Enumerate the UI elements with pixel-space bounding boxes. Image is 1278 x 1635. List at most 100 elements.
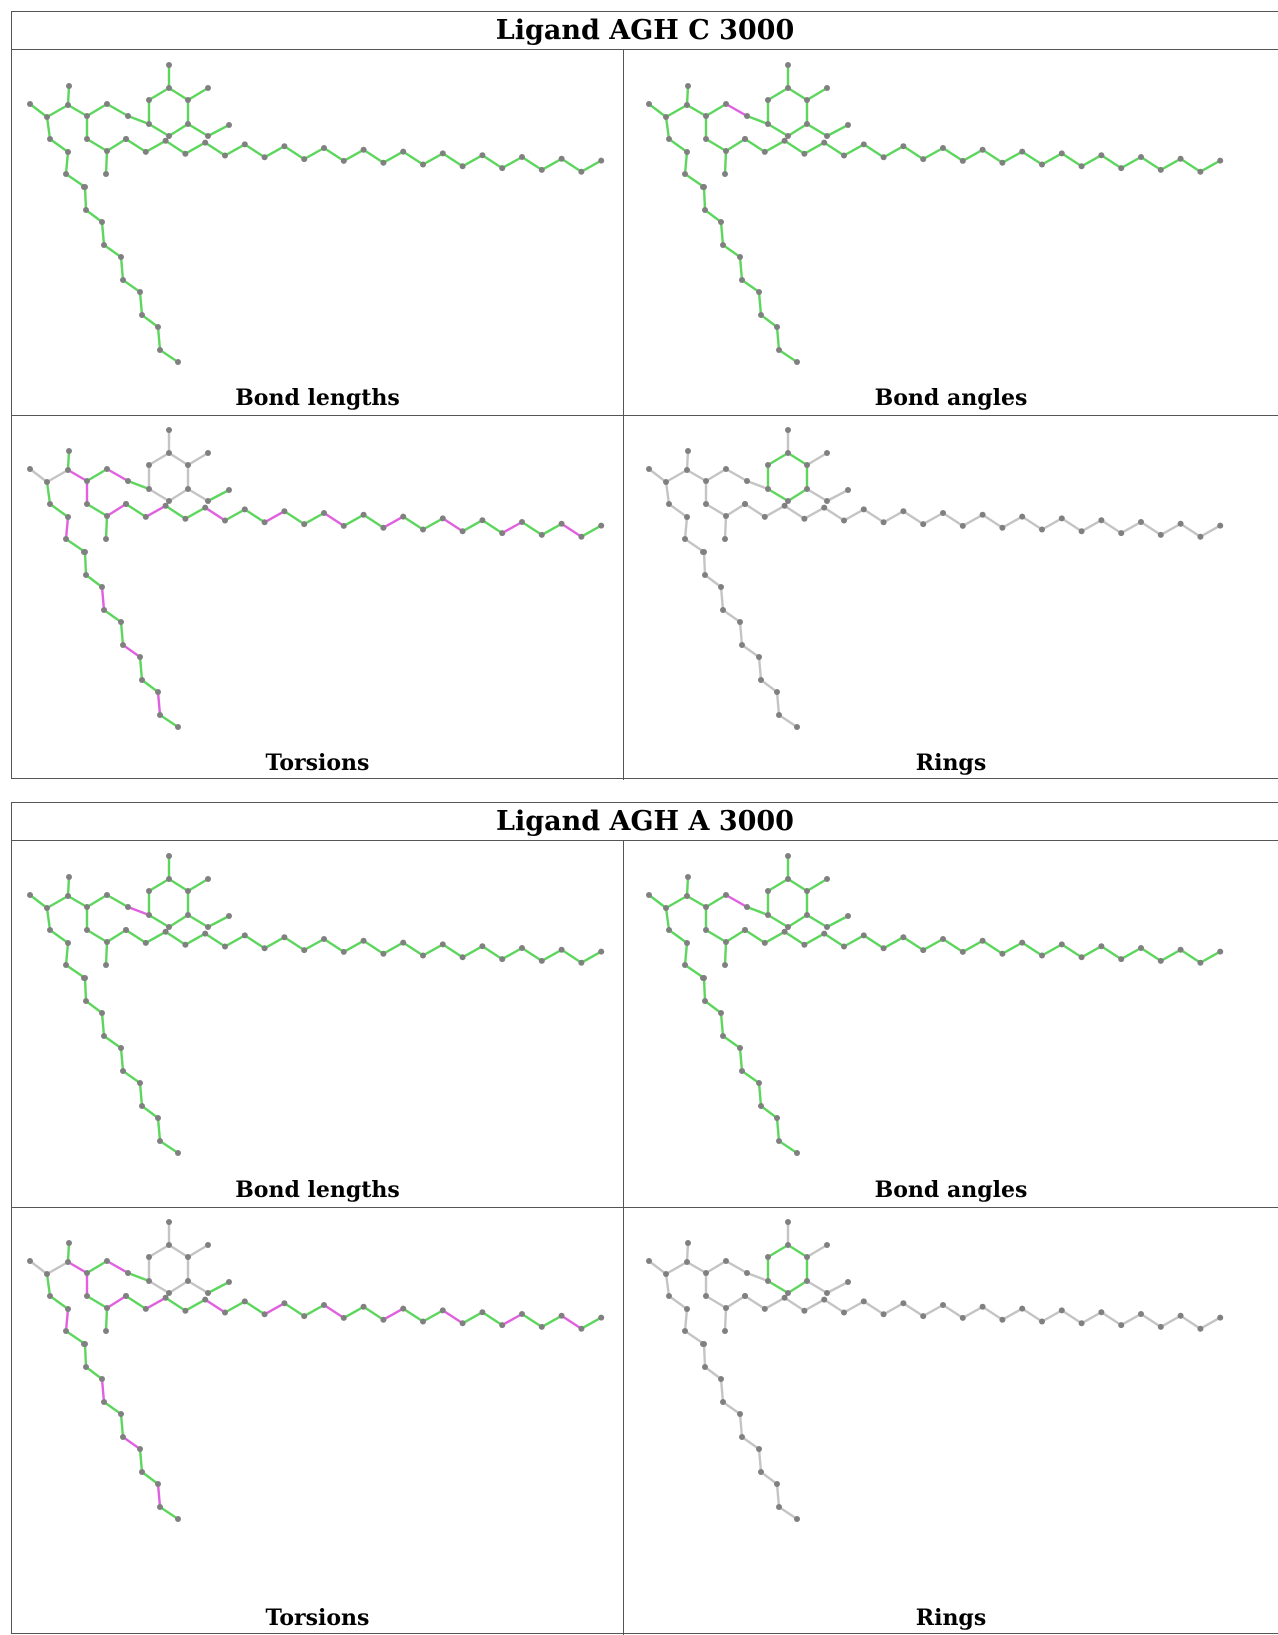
bond [283,1301,306,1318]
atom [646,466,652,472]
bond [140,1470,160,1486]
atom [420,952,426,959]
atom [860,932,867,939]
bond [102,1400,123,1416]
bond [724,467,749,483]
atom [598,1314,605,1321]
atom [703,136,709,142]
atom [959,948,966,955]
atom [723,1258,729,1264]
bond [704,928,728,944]
bond [805,86,829,102]
bond [647,467,668,484]
atom [101,1399,107,1405]
atom [63,1328,69,1334]
bond [759,678,779,694]
atom [146,121,152,127]
atom [685,1240,691,1246]
bond [322,1303,345,1320]
bond [805,487,829,503]
bond [902,1301,925,1318]
atom [702,998,708,1004]
bond [402,515,425,531]
bond [156,1116,162,1143]
atom [718,584,724,590]
atom [479,152,486,159]
atom [479,1309,486,1316]
bond [759,1470,779,1486]
atom [155,1481,161,1487]
atom [774,689,780,695]
atom [824,450,830,456]
bond [144,1296,167,1311]
atom [175,1516,181,1522]
atom [723,513,729,519]
atom [578,533,585,540]
panel-caption: Torsions [265,750,370,776]
bond [362,513,385,529]
atom [360,146,367,153]
atom [758,1469,764,1475]
atom [166,1219,172,1225]
bond [303,146,326,161]
atom [360,1303,367,1310]
bond [763,1296,786,1311]
atom [104,466,110,472]
atom [380,950,387,957]
atom [781,928,788,935]
atom [920,521,927,528]
bond [724,928,747,944]
atom [765,1254,771,1260]
atom [979,937,986,944]
bond [121,1069,142,1085]
atom [166,133,172,139]
atom [157,1138,163,1144]
bond [45,906,52,932]
bond [703,1365,723,1381]
bond [45,103,70,119]
atom [1078,1320,1085,1327]
bond [922,937,945,952]
atom [737,1045,743,1051]
bond [766,451,790,467]
bond [147,122,171,138]
atom [205,450,211,456]
atom [860,506,867,513]
bond [540,948,563,963]
bond [745,114,770,126]
atom [785,450,791,456]
atom [125,478,131,484]
atom [860,141,867,148]
atom [804,888,810,894]
bond [83,185,88,212]
atom [684,1259,690,1265]
atom [166,450,172,456]
atom [1098,1309,1105,1316]
atom [146,912,152,918]
bond [775,325,781,352]
bond [184,141,207,155]
bond [664,480,671,506]
atom [166,1242,172,1248]
atom [155,324,161,330]
atom [281,508,288,515]
atom [785,924,791,930]
bond [757,290,763,317]
grid-divider [623,841,624,1635]
bond [1100,153,1123,170]
atom [578,168,585,175]
atom [666,136,672,142]
atom [684,102,690,108]
bond [961,513,984,528]
atom [47,501,53,507]
bond [104,149,109,176]
bond [243,934,266,950]
bond [45,1272,52,1298]
atom [84,1293,90,1299]
atom [84,136,90,142]
bond [105,1294,128,1310]
molecule-diagram [27,427,605,730]
atom [83,207,89,213]
atom [663,479,669,485]
atom [824,85,830,91]
